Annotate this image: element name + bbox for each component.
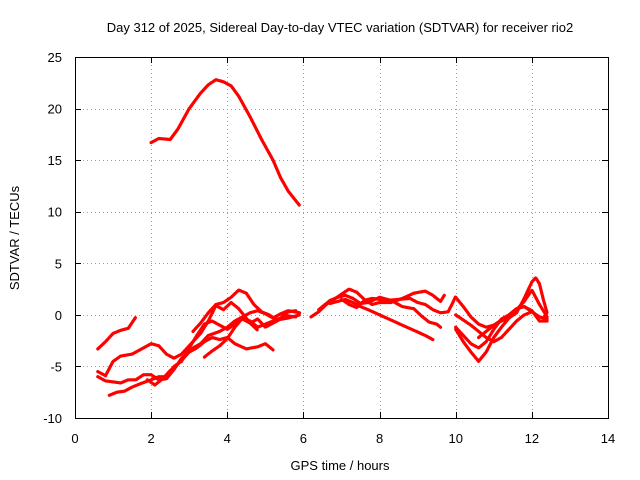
- x-tick-label: 4: [224, 431, 231, 446]
- series-arc-d: [107, 314, 298, 397]
- y-tick-labels: -10 -5 0 5 10 15 20 25: [43, 50, 62, 426]
- x-tick-label: 0: [71, 431, 78, 446]
- x-tick-label: 12: [525, 431, 539, 446]
- series-arc-n: [454, 288, 549, 363]
- x-tick-labels: 0 2 4 6 8 10 12 14: [71, 431, 615, 446]
- chart-title: Day 312 of 2025, Sidereal Day-to-day VTE…: [107, 20, 574, 35]
- axis-ticks: [75, 57, 609, 419]
- series-arc-g: [191, 288, 302, 333]
- series-group: [96, 78, 549, 397]
- y-tick-label: 25: [48, 50, 62, 65]
- y-tick-label: -10: [43, 411, 62, 426]
- series-arc-p: [454, 310, 534, 344]
- series-arc-a: [96, 315, 138, 351]
- x-tick-label: 14: [601, 431, 615, 446]
- y-tick-label: 5: [55, 256, 62, 271]
- series-arc-i: [317, 293, 443, 329]
- y-tick-label: -5: [50, 359, 62, 374]
- y-tick-label: 15: [48, 153, 62, 168]
- x-axis-label: GPS time / hours: [291, 458, 390, 473]
- series-arc-high: [149, 78, 302, 208]
- series-arc-o: [477, 305, 549, 340]
- series-arc-b: [96, 300, 260, 378]
- x-tick-label: 6: [300, 431, 307, 446]
- y-tick-label: 0: [55, 308, 62, 323]
- plot-frame: [75, 57, 609, 419]
- x-tick-label: 10: [448, 431, 462, 446]
- y-tick-label: 10: [48, 205, 62, 220]
- x-tick-label: 2: [148, 431, 155, 446]
- y-axis-label: SDTVAR / TECUs: [7, 185, 22, 290]
- series-arc-k: [339, 294, 458, 315]
- x-tick-label: 8: [376, 431, 383, 446]
- y-tick-label: 20: [48, 102, 62, 117]
- grid: [75, 57, 608, 418]
